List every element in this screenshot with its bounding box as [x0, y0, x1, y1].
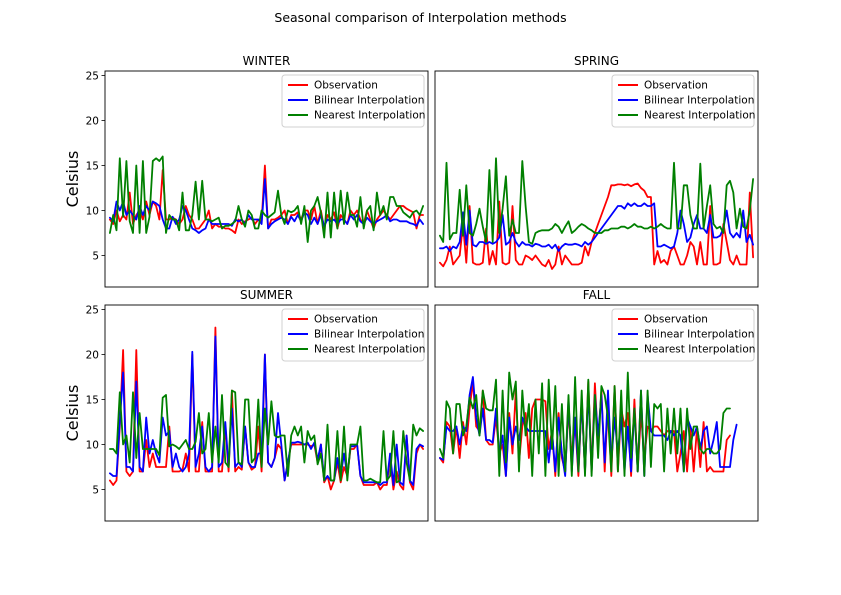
legend-label: Nearest Interpolation	[644, 110, 755, 122]
subplot-spring: SPRING Observation Bilinear Interpolation N…	[434, 54, 759, 288]
y-tick-label: 25	[86, 304, 99, 316]
legend-label: Observation	[314, 314, 378, 326]
legend-label: Nearest Interpolation	[314, 110, 425, 122]
plot-frame	[104, 70, 429, 288]
series-line-observation	[438, 182, 754, 270]
y-tick-label: 10	[86, 439, 99, 451]
series-group	[109, 326, 425, 491]
series-line-nearest-interpolation	[109, 389, 425, 484]
subplot-grid: WINTER 5 10 15 20 25 Celsius Observation Bilinea…	[63, 54, 759, 522]
y-tick-label: 15	[86, 394, 99, 406]
legend-box	[281, 308, 425, 362]
legend-label: Nearest Interpolation	[314, 344, 425, 356]
legend-label: Bilinear Interpolation	[644, 95, 754, 107]
series-group	[438, 371, 738, 477]
subplot-fall: FALL Observation Bilinear Interpolation Nea…	[434, 288, 759, 522]
y-tick-label: 5	[92, 250, 99, 262]
series-line-nearest-interpolation	[109, 155, 425, 243]
series-line-bilinear-interpolation	[438, 202, 754, 252]
legend-label: Observation	[314, 80, 378, 92]
y-tick-label: 5	[92, 484, 99, 496]
legend-box	[281, 74, 425, 128]
y-tick-label: 20	[86, 115, 99, 127]
plot-frame	[104, 304, 429, 522]
subplot-summer: SUMMER 5 10 15 20 25 Celsius Observation Bilinea…	[63, 288, 429, 522]
legend: Observation Bilinear Interpolation Nearest…	[281, 308, 425, 362]
legend-label: Bilinear Interpolation	[314, 329, 424, 341]
subplot-title: FALL	[583, 288, 611, 302]
y-axis-label: Celsius	[63, 385, 82, 442]
legend-box	[611, 74, 755, 128]
series-group	[109, 155, 425, 243]
legend: Observation Bilinear Interpolation Nearest…	[281, 74, 425, 128]
y-tick-label: 20	[86, 349, 99, 361]
legend: Observation Bilinear Interpolation Nearest…	[611, 308, 755, 362]
legend-label: Observation	[644, 314, 708, 326]
subplot-title: SPRING	[574, 54, 619, 68]
legend: Observation Bilinear Interpolation Nearest…	[611, 74, 755, 128]
plot-frame	[434, 304, 759, 522]
legend-box	[611, 308, 755, 362]
y-axis-label: Celsius	[63, 151, 82, 208]
legend-label: Observation	[644, 80, 708, 92]
plot-frame	[434, 70, 759, 288]
series-group	[438, 157, 754, 270]
subplot-title: WINTER	[243, 54, 291, 68]
y-tick-label: 10	[86, 205, 99, 217]
subplot-title: SUMMER	[240, 288, 293, 302]
legend-label: Bilinear Interpolation	[314, 95, 424, 107]
y-tick-label: 25	[86, 70, 99, 82]
figure-title: Seasonal comparison of Interpolation met…	[274, 10, 566, 25]
legend-label: Bilinear Interpolation	[644, 329, 754, 341]
series-line-nearest-interpolation	[438, 157, 754, 245]
series-line-bilinear-interpolation	[109, 178, 425, 234]
series-line-bilinear-interpolation	[109, 335, 425, 486]
series-line-nearest-interpolation	[438, 371, 731, 477]
subplot-winter: WINTER 5 10 15 20 25 Celsius Observation Bilinea…	[63, 54, 429, 288]
y-tick-label: 15	[86, 160, 99, 172]
legend-label: Nearest Interpolation	[644, 344, 755, 356]
